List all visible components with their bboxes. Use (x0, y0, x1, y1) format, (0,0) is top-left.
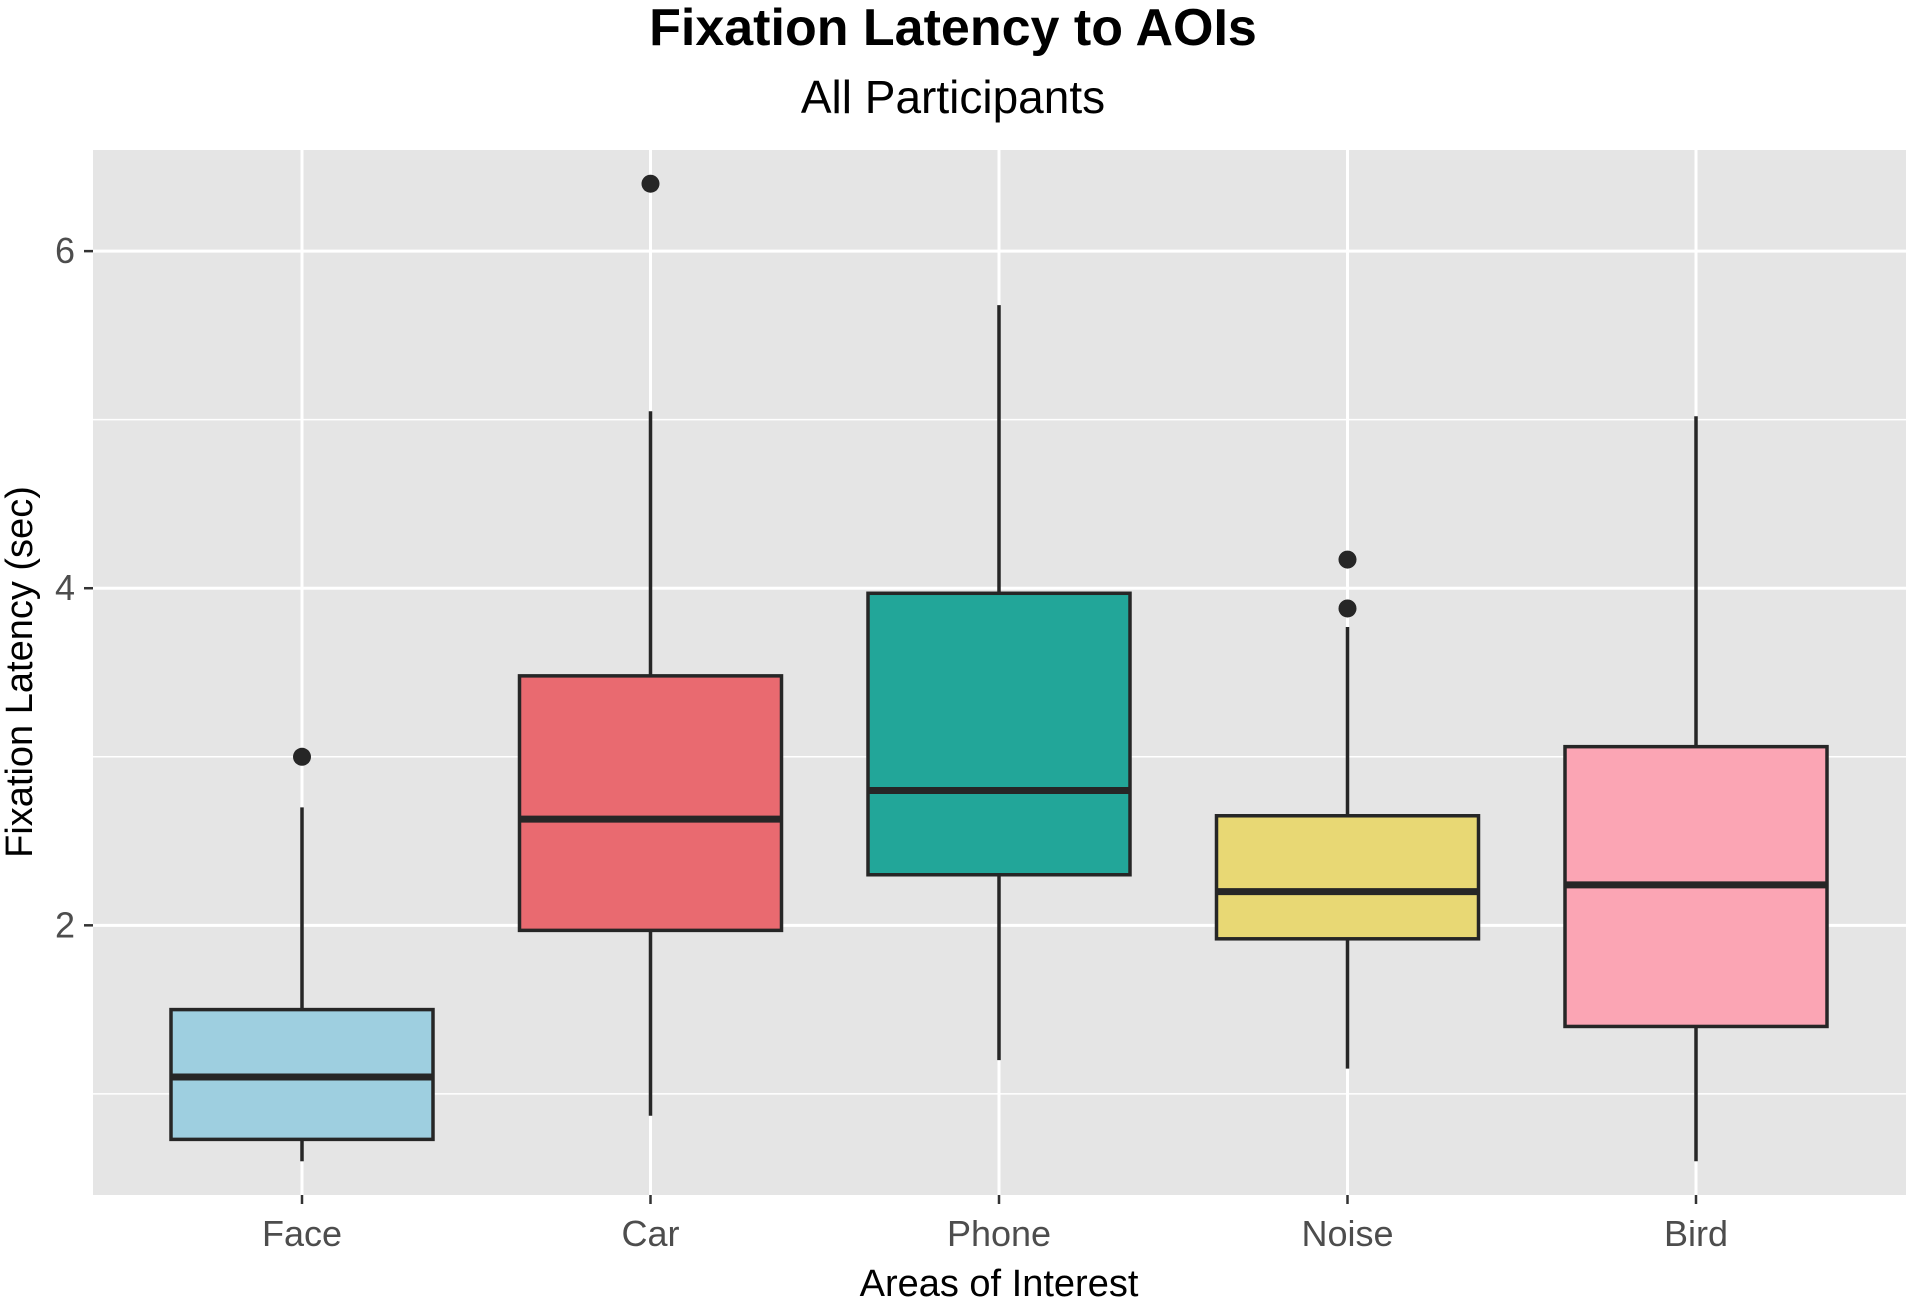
iqr-box (866, 591, 1132, 877)
x-tick-label: Bird (1664, 1213, 1728, 1254)
box-face (169, 747, 435, 1162)
iqr-box (1214, 814, 1481, 941)
y-tick-label: 4 (55, 567, 75, 608)
x-tick-label: Phone (947, 1213, 1051, 1254)
boxes (169, 174, 1829, 1162)
chart-subtitle: All Participants (800, 71, 1106, 123)
iqr-box (517, 674, 784, 933)
outlier-point (1338, 550, 1357, 569)
box-car (517, 174, 784, 1116)
outlier-point (641, 174, 660, 193)
axes: 2 4 6 Face Car Phone Noise Bird (55, 230, 1728, 1254)
x-axis-title: Areas of Interest (860, 1263, 1139, 1299)
chart-title: Fixation Latency to AOIs (649, 0, 1257, 57)
x-tick-label: Face (262, 1213, 342, 1254)
outlier-point (1338, 599, 1357, 618)
x-tick-label: Noise (1301, 1213, 1393, 1254)
y-axis-title: Fixation Latency (sec) (0, 486, 41, 858)
x-tick-label: Car (621, 1213, 679, 1254)
y-tick-label: 2 (55, 904, 75, 945)
box-phone (866, 305, 1132, 1061)
box-bird (1563, 416, 1829, 1162)
y-tick-label: 6 (55, 230, 75, 271)
outlier-point (293, 747, 311, 766)
box-noise (1214, 550, 1481, 1069)
